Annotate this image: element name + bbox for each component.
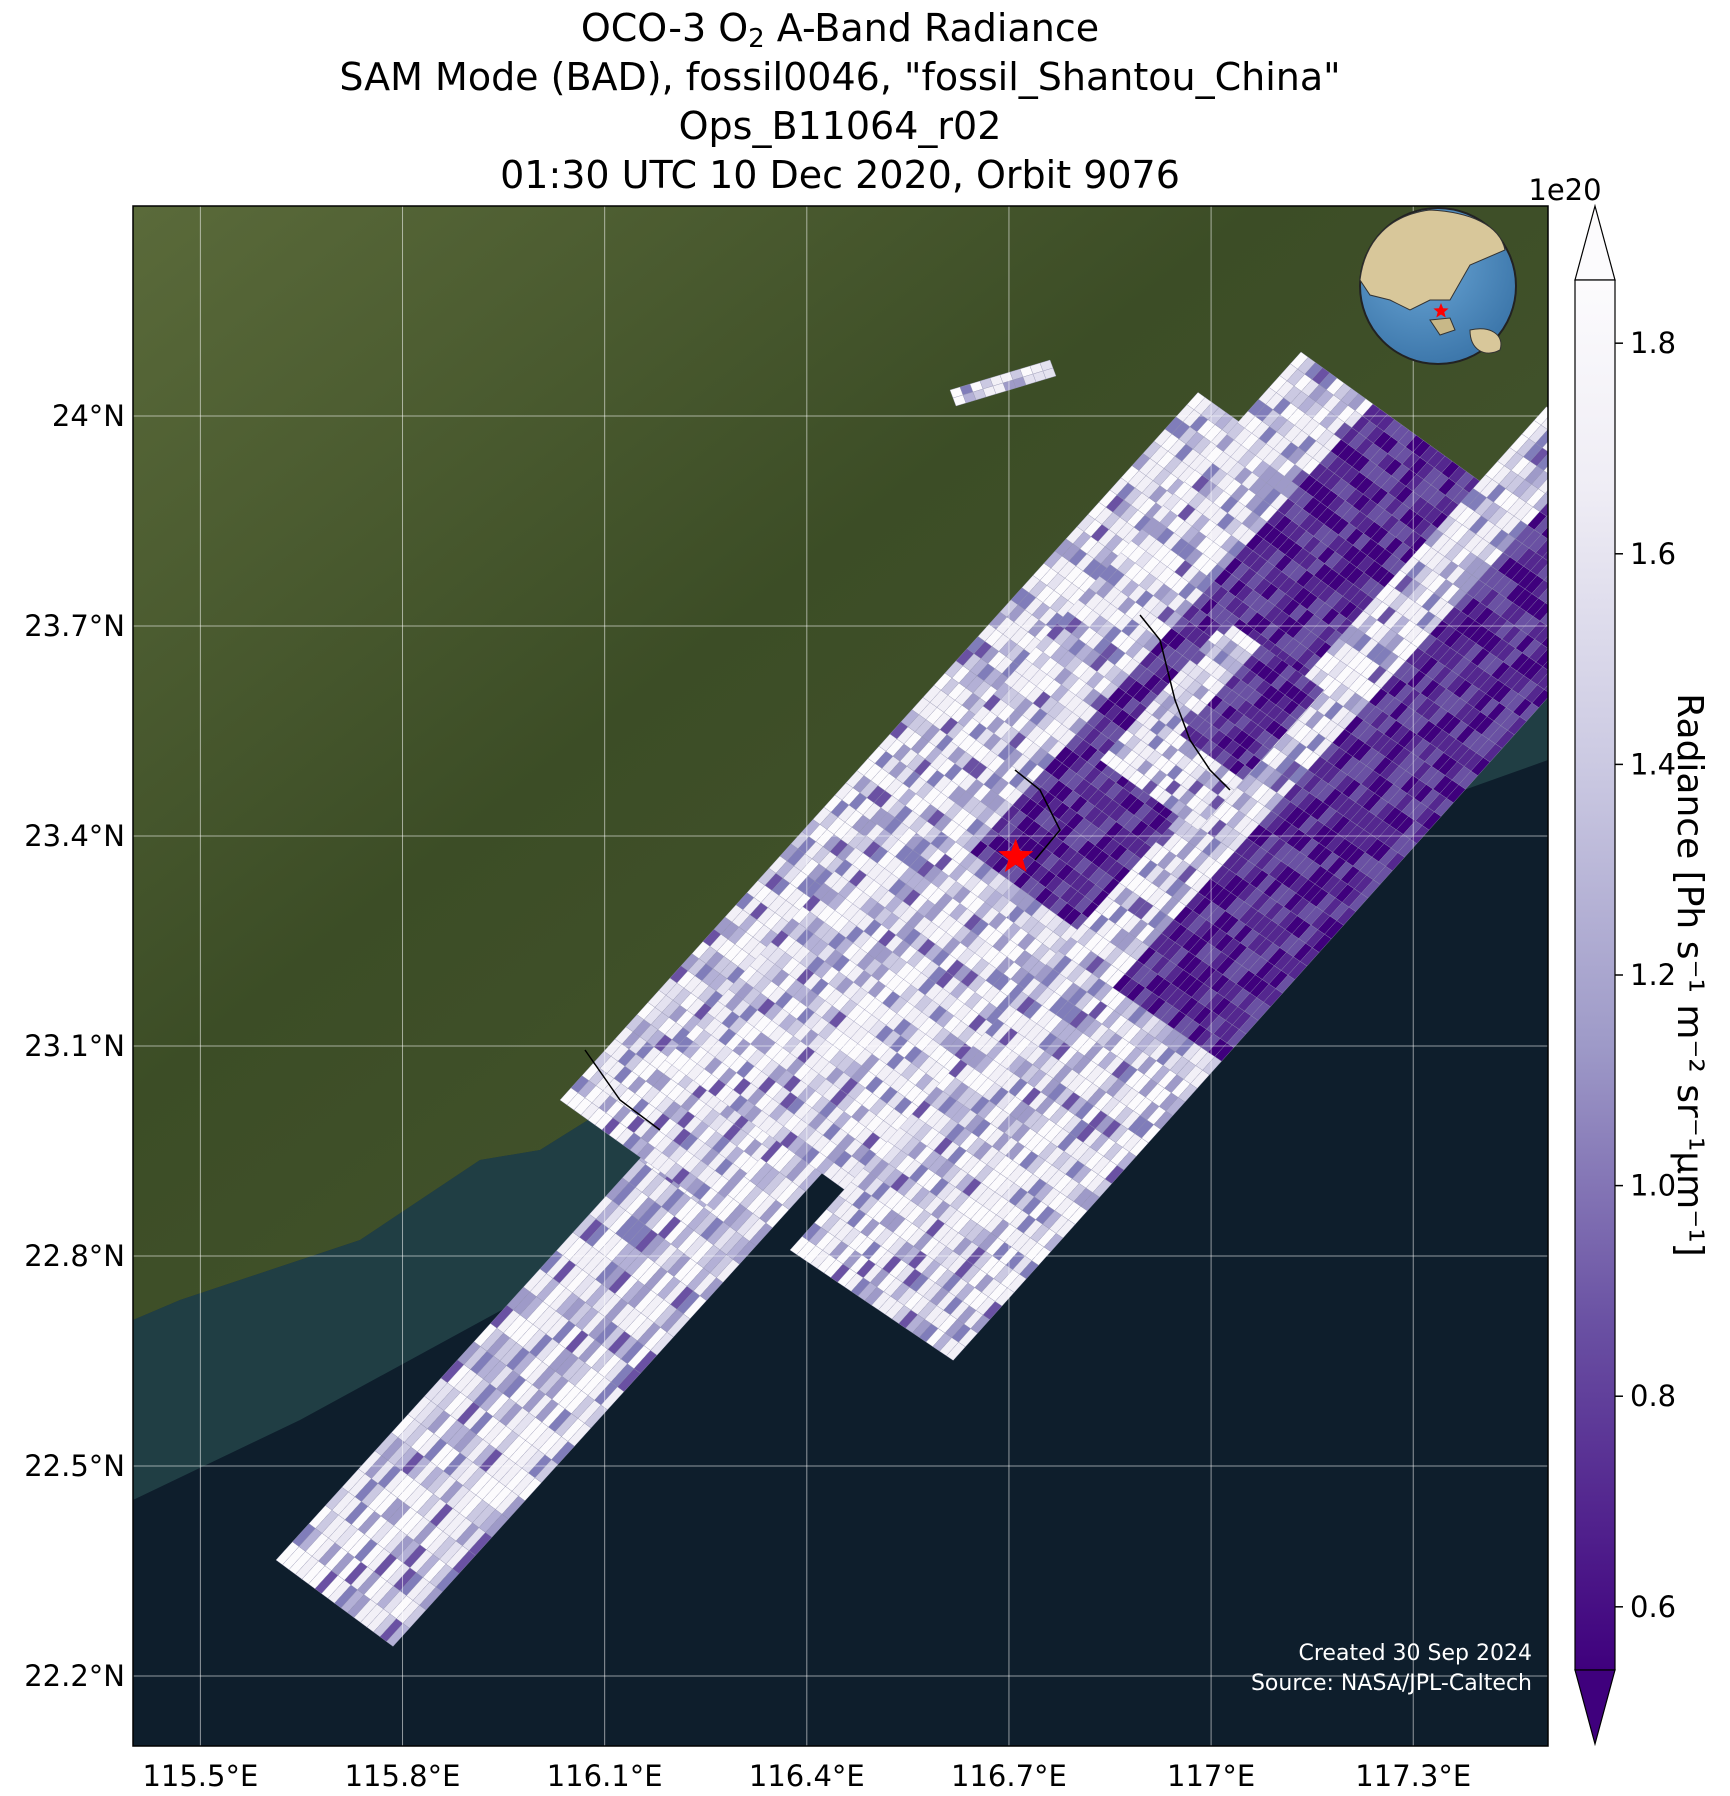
title-line-1: OCO-3 O2 A-Band Radiance — [580, 6, 1100, 54]
satellite-swaths — [275, 351, 1548, 1647]
figure-title: OCO-3 O2 A-Band Radiance SAM Mode (BAD),… — [0, 4, 1680, 200]
title-line-2: SAM Mode (BAD), fossil0046, "fossil_Shan… — [339, 55, 1341, 99]
title-line-3: Ops_B11064_r02 — [678, 104, 1002, 148]
map-area: Created 30 Sep 2024 Source: NASA/JPL-Cal… — [133, 206, 1548, 1746]
title-line-4: 01:30 UTC 10 Dec 2020, Orbit 9076 — [500, 153, 1180, 197]
